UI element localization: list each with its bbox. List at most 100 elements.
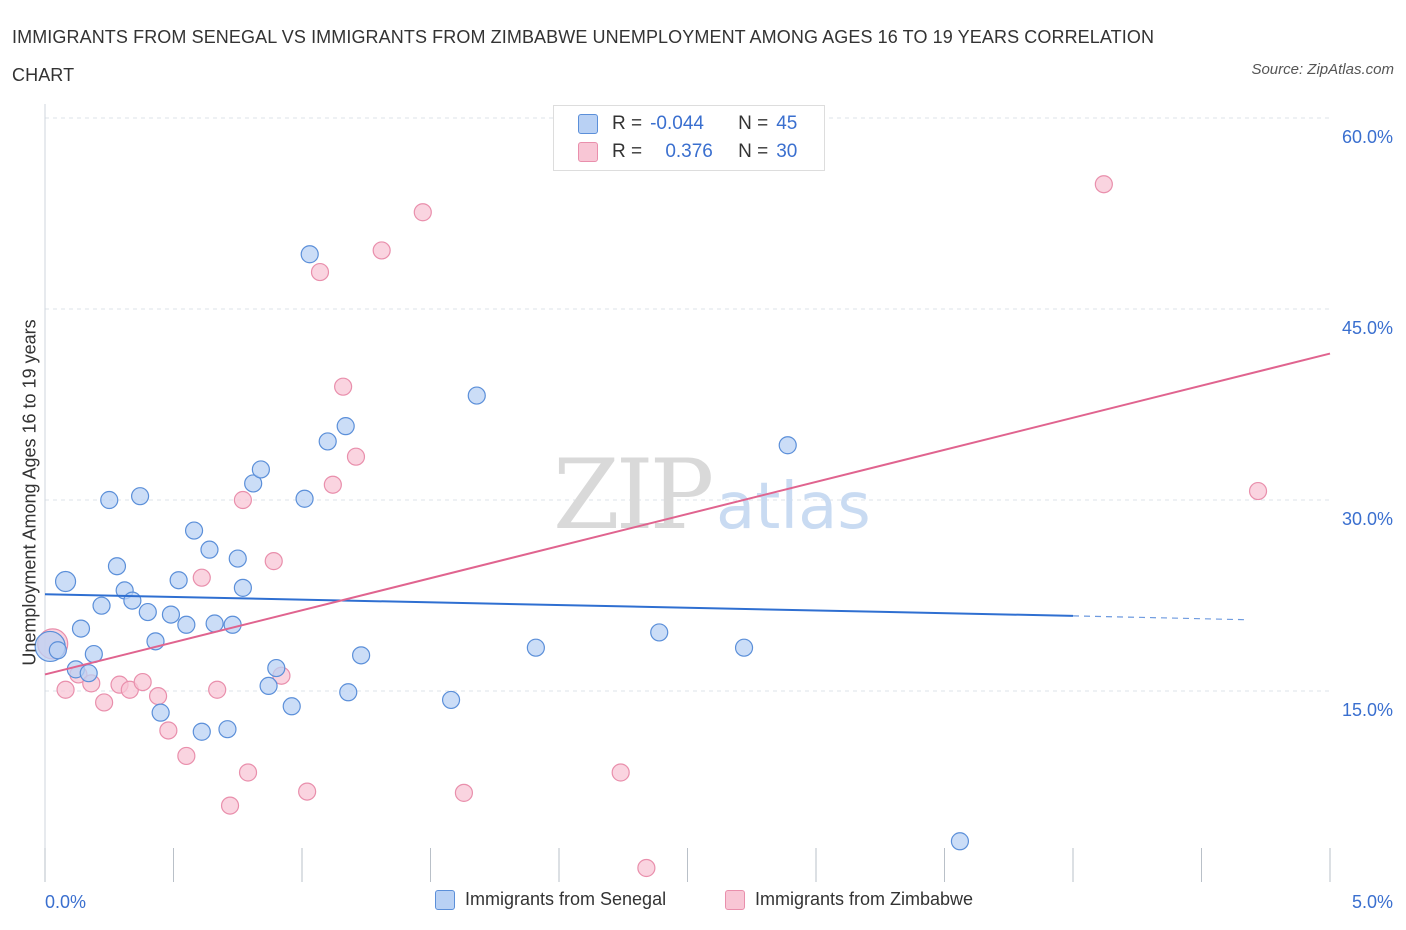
zimbabwe-point — [1248, 481, 1268, 501]
tick-labels: 15.0% 30.0% 45.0% 60.0% 0.0% 5.0% — [45, 127, 1393, 912]
zimbabwe-point — [298, 782, 317, 801]
senegal-point — [71, 619, 91, 638]
zimbabwe-point — [413, 203, 432, 222]
zimbabwe-point — [220, 796, 240, 815]
senegal-trend-extension — [1072, 615, 1246, 621]
legend-item-senegal[interactable]: Immigrants from Senegal — [435, 889, 666, 910]
legend-n-label: N = — [738, 113, 769, 134]
senegal-point — [100, 490, 119, 510]
zimbabwe-point — [346, 447, 366, 466]
legend-n-label: N = — [738, 141, 769, 162]
zimbabwe-point — [177, 746, 196, 766]
senegal-point — [48, 641, 67, 660]
senegal-point — [54, 570, 77, 593]
y-tick-label: 45.0% — [1342, 318, 1393, 338]
zimbabwe-point — [95, 693, 114, 712]
zimbabwe-swatch — [725, 889, 745, 910]
senegal-point — [526, 638, 545, 657]
senegal-point — [169, 571, 188, 590]
senegal-point — [138, 602, 157, 622]
zimbabwe-point — [133, 672, 152, 692]
zimbabwe-point — [454, 783, 474, 802]
chart-title: IMMIGRANTS FROM SENEGAL VS IMMIGRANTS FR… — [12, 27, 1155, 85]
senegal-point — [228, 549, 247, 568]
zimbabwe-point — [233, 490, 252, 510]
grid-layer — [45, 117, 1330, 692]
senegal-trend-line — [44, 593, 1074, 617]
x-tick-label: 5.0% — [1352, 892, 1393, 912]
senegal-point — [734, 638, 754, 657]
x-tick-label: 0.0% — [45, 892, 86, 912]
legend-n-value: 45 — [776, 113, 798, 134]
zimbabwe-point — [56, 680, 75, 699]
senegal-point — [336, 417, 355, 436]
zimbabwe-trend-line — [44, 352, 1331, 676]
senegal-point — [205, 614, 224, 633]
senegal-point — [267, 658, 286, 678]
senegal-point — [223, 615, 242, 634]
legend-r-value: 0.376 — [665, 141, 713, 162]
senegal-swatch — [435, 889, 455, 910]
senegal-point — [259, 676, 278, 696]
senegal-point — [192, 722, 211, 741]
senegal-point — [300, 245, 319, 264]
senegal-point — [318, 432, 337, 451]
senegal-point — [251, 460, 270, 479]
zimbabwe-point — [1094, 175, 1113, 194]
zimbabwe-point — [159, 721, 178, 740]
legend-label-senegal: Immigrants from Senegal — [465, 889, 667, 909]
senegal-point — [352, 646, 371, 665]
axis-layer — [44, 104, 1331, 882]
zimbabwe-point — [372, 241, 391, 260]
senegal-point — [339, 683, 358, 702]
senegal-point — [130, 487, 150, 506]
zimbabwe-point — [208, 680, 227, 699]
senegal-point — [441, 690, 461, 710]
zimbabwe-swatch — [578, 142, 598, 162]
senegal-point — [650, 623, 669, 642]
senegal-point — [151, 703, 170, 722]
zimbabwe-point — [310, 262, 330, 282]
senegal-point — [282, 697, 301, 716]
zimbabwe-point — [637, 858, 656, 878]
source-label: Source: ZipAtlas.com — [1251, 61, 1394, 78]
zimbabwe-point — [148, 686, 168, 706]
senegal-point — [107, 557, 127, 576]
senegal-point — [184, 521, 204, 540]
legend-r-label: R = — [612, 141, 643, 162]
senegal-points — [34, 245, 970, 851]
senegal-point — [200, 540, 219, 559]
senegal-point — [92, 596, 111, 615]
legend-label-zimbabwe: Immigrants from Zimbabwe — [755, 889, 974, 909]
zimbabwe-point — [238, 763, 258, 782]
senegal-point — [244, 474, 263, 493]
senegal-point — [950, 832, 970, 851]
trend-lines — [44, 352, 1331, 676]
zimbabwe-point — [323, 475, 342, 494]
legend-n-value: 30 — [776, 141, 798, 162]
senegal-point — [467, 386, 486, 405]
senegal-point — [233, 578, 252, 597]
correlation-legend: R = -0.044 N = 45 R = 0.376 N = 30 — [553, 105, 825, 171]
senegal-point — [177, 615, 196, 634]
senegal-point — [161, 605, 181, 624]
senegal-point — [295, 489, 314, 508]
watermark: ZIP atlas — [553, 439, 871, 551]
watermark-atlas: atlas — [716, 470, 871, 544]
zimbabwe-point — [611, 763, 630, 782]
senegal-point — [123, 591, 142, 610]
legend-r-label: R = — [612, 113, 643, 134]
legend-row-senegal: R = -0.044 N = 45 — [578, 110, 797, 138]
watermark-zip: ZIP — [553, 439, 712, 551]
legend-row-zimbabwe: R = 0.376 N = 30 — [578, 138, 797, 166]
y-axis-title: Unemployment Among Ages 16 to 19 years — [19, 319, 40, 666]
legend-r-value: -0.044 — [650, 113, 704, 134]
zimbabwe-point — [264, 552, 283, 571]
y-tick-label: 15.0% — [1342, 700, 1393, 720]
senegal-point — [778, 436, 797, 455]
zimbabwe-point — [192, 568, 211, 587]
y-tick-label: 60.0% — [1342, 127, 1393, 147]
senegal-point — [218, 720, 237, 739]
legend-item-zimbabwe[interactable]: Immigrants from Zimbabwe — [725, 889, 973, 910]
